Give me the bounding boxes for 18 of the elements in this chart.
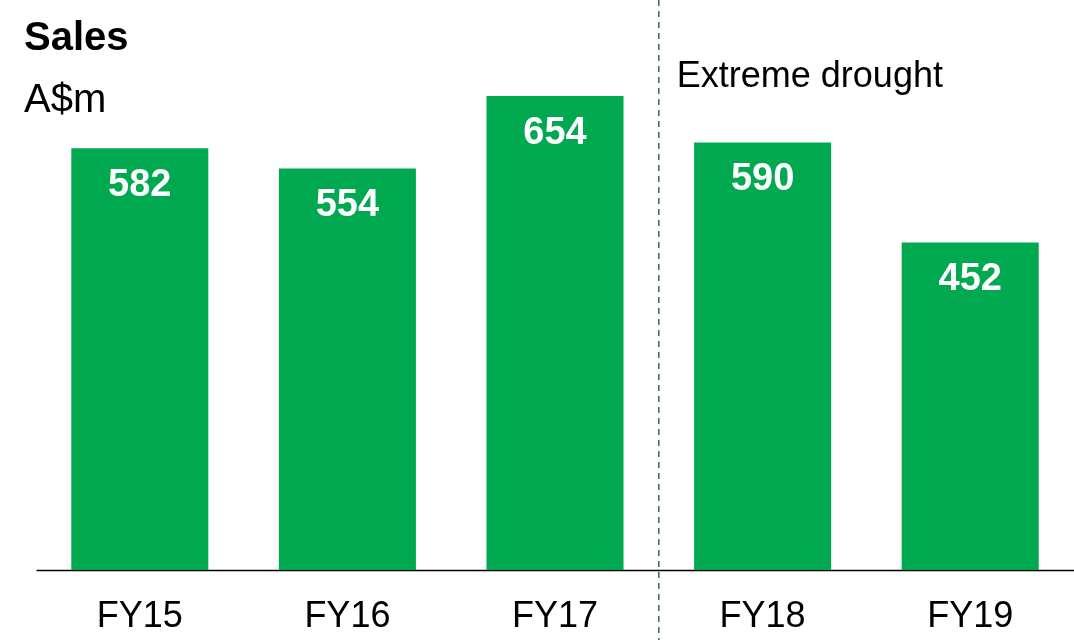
x-tick-label: FY19 (927, 593, 1014, 635)
data-label: 452 (938, 256, 1002, 299)
data-label: 554 (315, 182, 380, 225)
bar (486, 96, 624, 570)
ref-line-label: Extreme drought (676, 54, 943, 95)
data-label: 582 (108, 162, 172, 205)
bar (71, 148, 209, 570)
x-tick-label: FY18 (719, 593, 806, 635)
bar (901, 242, 1039, 570)
bar (694, 142, 832, 570)
chart-subtitle: A$m (24, 76, 107, 120)
x-tick-label: FY16 (304, 593, 391, 635)
chart-title: Sales (24, 14, 129, 58)
x-tick-label: FY17 (511, 593, 599, 635)
x-tick-label: FY15 (96, 593, 183, 635)
bar (278, 168, 416, 570)
data-label: 654 (523, 110, 587, 152)
data-label: 590 (730, 156, 795, 199)
